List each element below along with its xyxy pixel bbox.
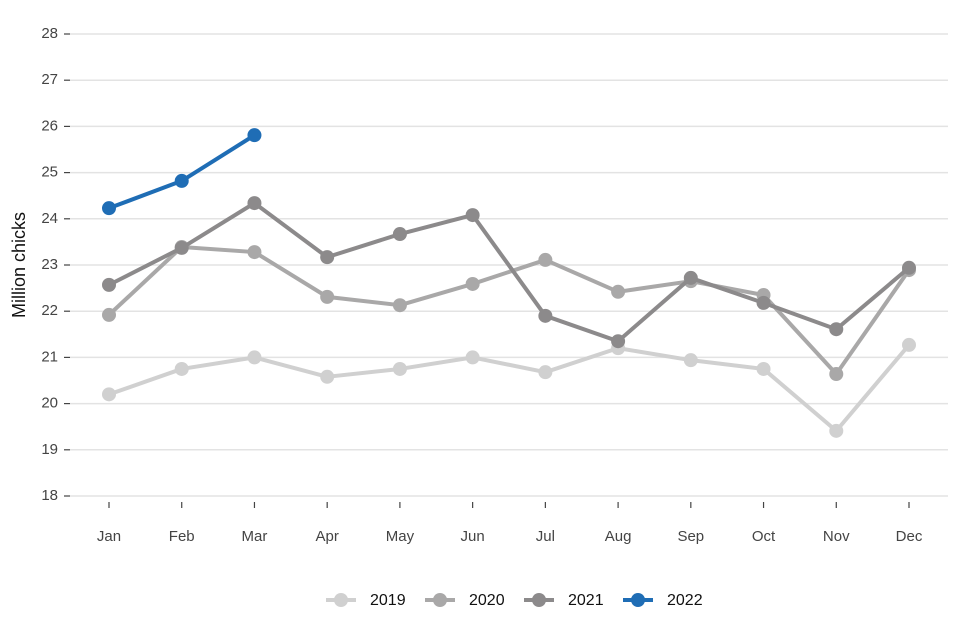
point (392, 361, 407, 376)
x-tick-label: Apr (316, 528, 339, 545)
point (611, 284, 626, 299)
legend-label: 2019 (370, 592, 406, 609)
point (902, 337, 916, 352)
legend-item: 2022 (623, 592, 703, 609)
series (102, 128, 262, 216)
line (108, 133, 256, 211)
point (683, 270, 698, 285)
y-tick-label: 22 (41, 302, 58, 319)
x-tick-label: Aug (605, 528, 632, 545)
point (320, 289, 335, 304)
y-tick-label: 26 (41, 117, 58, 134)
x-tick-label: Jan (97, 528, 121, 545)
point (465, 276, 480, 291)
point (829, 423, 844, 438)
line (108, 343, 911, 433)
y-tick-label: 18 (41, 487, 58, 504)
point (320, 250, 335, 265)
legend-swatch (532, 593, 546, 607)
legend-item: 2021 (524, 592, 604, 609)
y-axis-label: Million chicks (9, 212, 29, 318)
x-tick-label: Jul (536, 528, 555, 545)
legend-item: 2020 (425, 592, 505, 609)
point (829, 322, 844, 337)
point (756, 361, 771, 376)
legend-swatch (334, 593, 348, 607)
point (392, 298, 407, 313)
point (102, 201, 116, 216)
point (465, 208, 480, 223)
point (247, 245, 262, 260)
series (102, 337, 916, 438)
y-tick-label: 24 (41, 210, 58, 227)
x-tick-label: Dec (896, 528, 923, 545)
x-tick-label: Feb (169, 528, 195, 545)
point (756, 295, 771, 310)
x-tick-label: Nov (823, 528, 850, 545)
point (102, 387, 116, 402)
legend-label: 2020 (469, 592, 505, 609)
point (174, 240, 189, 255)
point (320, 369, 335, 384)
point (247, 196, 262, 211)
x-tick-label: Sep (677, 528, 704, 545)
x-tick-label: May (386, 528, 415, 545)
point (538, 365, 553, 380)
legend-swatch (433, 593, 447, 607)
point (683, 353, 698, 368)
point (538, 252, 553, 267)
point (902, 260, 916, 275)
series (102, 196, 916, 349)
y-tick-label: 25 (41, 164, 58, 181)
point (829, 367, 844, 382)
line (108, 201, 911, 344)
point (247, 128, 262, 143)
y-tick-label: 28 (41, 25, 58, 42)
x-tick-label: Mar (242, 528, 268, 545)
y-tick-label: 19 (41, 441, 58, 458)
legend-label: 2022 (667, 592, 703, 609)
point (465, 350, 480, 365)
y-tick-label: 21 (41, 348, 58, 365)
y-tick-label: 20 (41, 395, 58, 412)
legend-label: 2021 (568, 592, 604, 609)
point (392, 227, 407, 242)
point (538, 308, 553, 323)
legend-item: 2019 (326, 592, 406, 609)
x-tick-label: Oct (752, 528, 776, 545)
point (102, 277, 116, 292)
y-tick-label: 27 (41, 71, 58, 88)
x-tick-label: Jun (461, 528, 485, 545)
point (174, 173, 189, 188)
legend-swatch (631, 593, 645, 607)
point (102, 307, 116, 322)
point (611, 334, 626, 349)
point (174, 361, 189, 376)
point (247, 350, 262, 365)
y-tick-label: 23 (41, 256, 58, 273)
